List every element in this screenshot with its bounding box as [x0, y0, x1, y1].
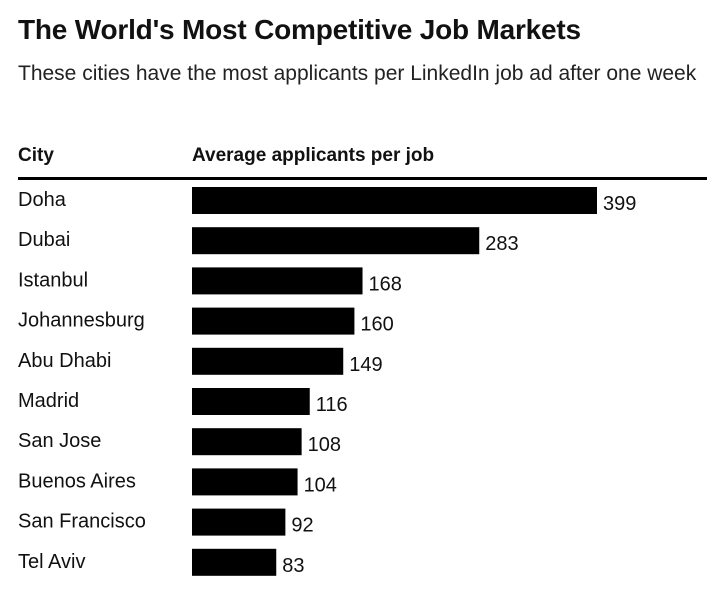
category-label: Buenos Aires	[18, 470, 136, 492]
category-label: Tel Aviv	[18, 551, 85, 573]
bar-san-francisco	[192, 508, 286, 536]
value-label: 149	[349, 354, 382, 376]
category-label: San Francisco	[18, 511, 146, 533]
value-label: 104	[304, 474, 337, 496]
chart-subtitle: These cities have the most applicants pe…	[18, 62, 697, 85]
bar-abu-dhabi	[192, 347, 344, 375]
header-rule	[18, 177, 707, 180]
bar-doha	[192, 187, 597, 214]
value-label: 160	[360, 314, 393, 336]
bar-madrid	[192, 388, 310, 415]
value-label: 283	[485, 233, 518, 255]
category-label: Johannesburg	[18, 310, 145, 332]
value-label: 83	[282, 555, 304, 577]
value-label: 399	[603, 193, 636, 215]
value-label: 92	[291, 515, 313, 537]
bar-istanbul	[192, 267, 363, 295]
category-label: San Jose	[18, 430, 101, 452]
category-label: Doha	[18, 189, 67, 211]
chart-title: The World's Most Competitive Job Markets	[18, 14, 581, 45]
bar-tel-aviv	[192, 548, 277, 576]
bar-san-jose	[192, 428, 302, 456]
value-label: 108	[308, 434, 341, 456]
value-label: 116	[316, 394, 348, 416]
header-value: Average applicants per job	[192, 145, 435, 166]
category-label: Madrid	[18, 390, 79, 412]
category-label: Istanbul	[18, 269, 88, 291]
category-label: Dubai	[18, 229, 70, 251]
bar-dubai	[192, 227, 480, 255]
bar-buenos-aires	[192, 468, 298, 496]
category-label: Abu Dhabi	[18, 350, 111, 372]
bar-johannesburg	[192, 307, 355, 335]
header-city: City	[18, 145, 54, 166]
value-label: 168	[369, 273, 402, 295]
